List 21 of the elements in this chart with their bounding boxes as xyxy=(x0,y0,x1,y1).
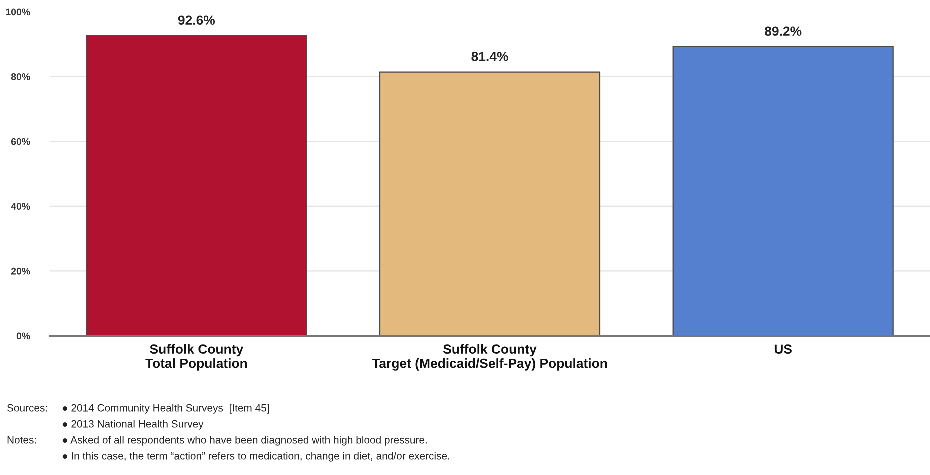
bar xyxy=(672,46,894,336)
bar xyxy=(379,72,601,336)
bar xyxy=(86,35,308,336)
x-tick-label: US xyxy=(774,344,792,354)
text: ● Asked of all respondents who have been diagnosed with high blood pressure. xyxy=(62,436,427,446)
y-tick-label: 60% xyxy=(11,138,30,146)
y-tick-label: 40% xyxy=(11,203,30,210)
text: ● In this case, the term “action” refers to medication, change in diet, and/or exercise. xyxy=(62,452,450,462)
y-tick-label: 0% xyxy=(16,332,30,340)
text: ● 2013 National Health Survey xyxy=(62,420,204,430)
y-tick-label: 20% xyxy=(11,268,30,275)
x-tick-label: Suffolk County Target (Medicaid/Self-Pay) Population xyxy=(372,344,608,371)
data-label: 81.4% xyxy=(472,52,508,62)
data-label: 92.6% xyxy=(178,16,216,26)
y-tick-label: 100% xyxy=(6,8,30,16)
text: Notes: xyxy=(8,436,36,444)
source-note: Sources: xyxy=(7,404,48,412)
text: ● 2014 Community Health Surveys [Item 45] xyxy=(62,404,270,414)
data-label: 89.2% xyxy=(765,26,802,36)
x-tick-label: Suffolk County Total Population xyxy=(146,344,248,371)
y-tick-label: 80% xyxy=(11,74,30,80)
